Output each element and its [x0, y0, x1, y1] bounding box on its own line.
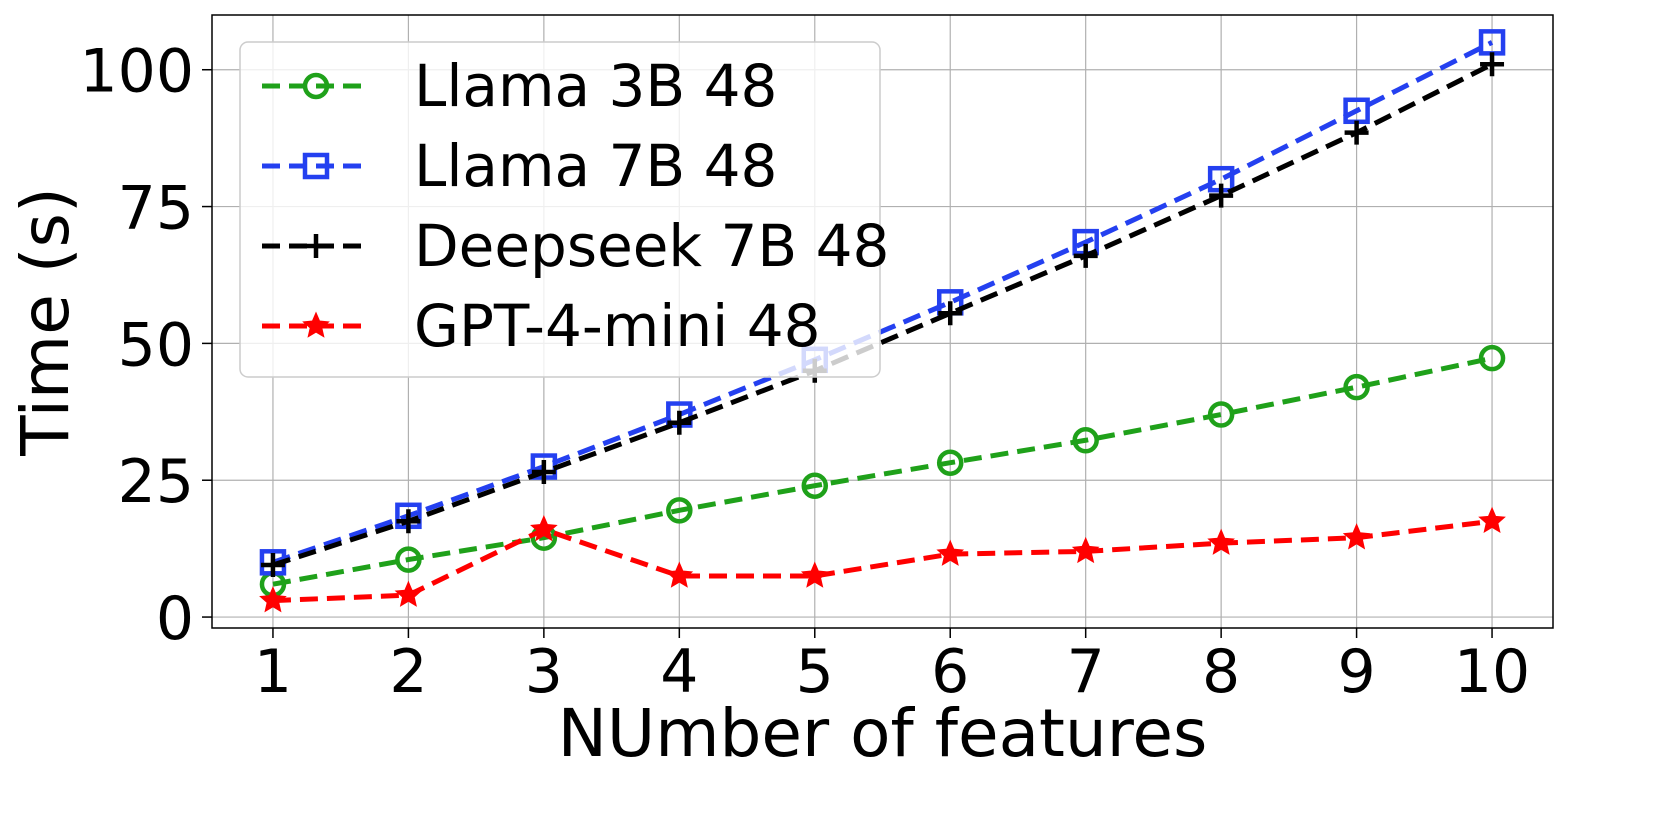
- x-tick-label: 10: [1454, 637, 1530, 707]
- data-point: [1207, 401, 1235, 428]
- data-point: [1071, 536, 1100, 564]
- data-series: [259, 29, 1506, 613]
- x-tick-label: 8: [1202, 637, 1240, 707]
- data-point: [531, 460, 556, 485]
- legend-marker: [302, 152, 330, 180]
- legend: Llama 3B 48 Llama 7B 48 Deepseek 7B 48 GPT-…: [239, 41, 889, 378]
- x-tick-label: 2: [389, 637, 427, 707]
- legend-label: Llama 3B 48: [414, 52, 777, 120]
- data-point: [1342, 523, 1371, 550]
- series-line: [272, 355, 1493, 587]
- legend-box: [239, 41, 881, 378]
- legend-label: GPT-4-mini 48: [414, 292, 821, 360]
- legend-marker: [302, 311, 330, 338]
- y-tick-label: 50: [118, 310, 194, 380]
- data-point: [1344, 120, 1369, 145]
- plot-area-frame: [211, 14, 1554, 629]
- data-point: [1073, 243, 1098, 268]
- data-point: [938, 301, 963, 326]
- data-point: [667, 410, 692, 435]
- data-point: [396, 509, 421, 534]
- data-point: [800, 561, 829, 588]
- legend-item: GPT-4-mini 48: [262, 292, 821, 360]
- y-tick-label: 100: [79, 37, 194, 107]
- legend-marker: [302, 72, 330, 100]
- y-axis-label: Time (s): [7, 187, 84, 456]
- x-tick-label: 1: [254, 637, 292, 707]
- data-point: [1480, 52, 1505, 77]
- x-tick-label: 4: [660, 637, 698, 707]
- data-point: [259, 586, 287, 613]
- x-tick-label: 3: [525, 637, 563, 707]
- data-point: [665, 561, 694, 588]
- legend-item: Deepseek 7B 48: [262, 212, 889, 280]
- series-gpt-4-mini-48: [259, 506, 1506, 613]
- data-point: [936, 449, 964, 476]
- y-tick-label: 75: [118, 174, 194, 244]
- data-point: [1478, 344, 1506, 372]
- series-deepseek-7b-48: [260, 52, 1505, 578]
- data-point: [936, 539, 965, 566]
- data-point: [1072, 427, 1099, 454]
- data-point: [1478, 506, 1506, 534]
- y-tick-label: 0: [156, 584, 194, 654]
- data-point: [1209, 183, 1234, 208]
- data-point: [530, 514, 558, 542]
- series-line: [272, 518, 1493, 604]
- y-tick-label: 25: [118, 447, 194, 517]
- data-point: [395, 546, 422, 573]
- x-tick-label: 9: [1337, 637, 1375, 707]
- x-axis-label: NUmber of features: [558, 695, 1208, 772]
- data-point: [1343, 373, 1370, 401]
- data-point: [801, 472, 829, 499]
- legend-item: Llama 7B 48: [262, 132, 777, 200]
- data-point: [666, 497, 693, 524]
- data-point: [260, 553, 285, 578]
- legend-label: Deepseek 7B 48: [414, 212, 889, 280]
- series-line: [272, 40, 1494, 565]
- series-line: [272, 62, 1494, 568]
- data-point: [1207, 528, 1235, 555]
- legend-marker: [304, 234, 328, 258]
- x-tick-label: 6: [931, 637, 969, 707]
- legend-item: Llama 3B 48: [262, 52, 777, 120]
- x-tick-label: 7: [1067, 637, 1105, 707]
- data-point: [394, 580, 423, 607]
- series-llama-3b-48: [259, 344, 1506, 598]
- legend-label: Llama 7B 48: [414, 132, 777, 200]
- x-tick-label: 5: [796, 637, 834, 707]
